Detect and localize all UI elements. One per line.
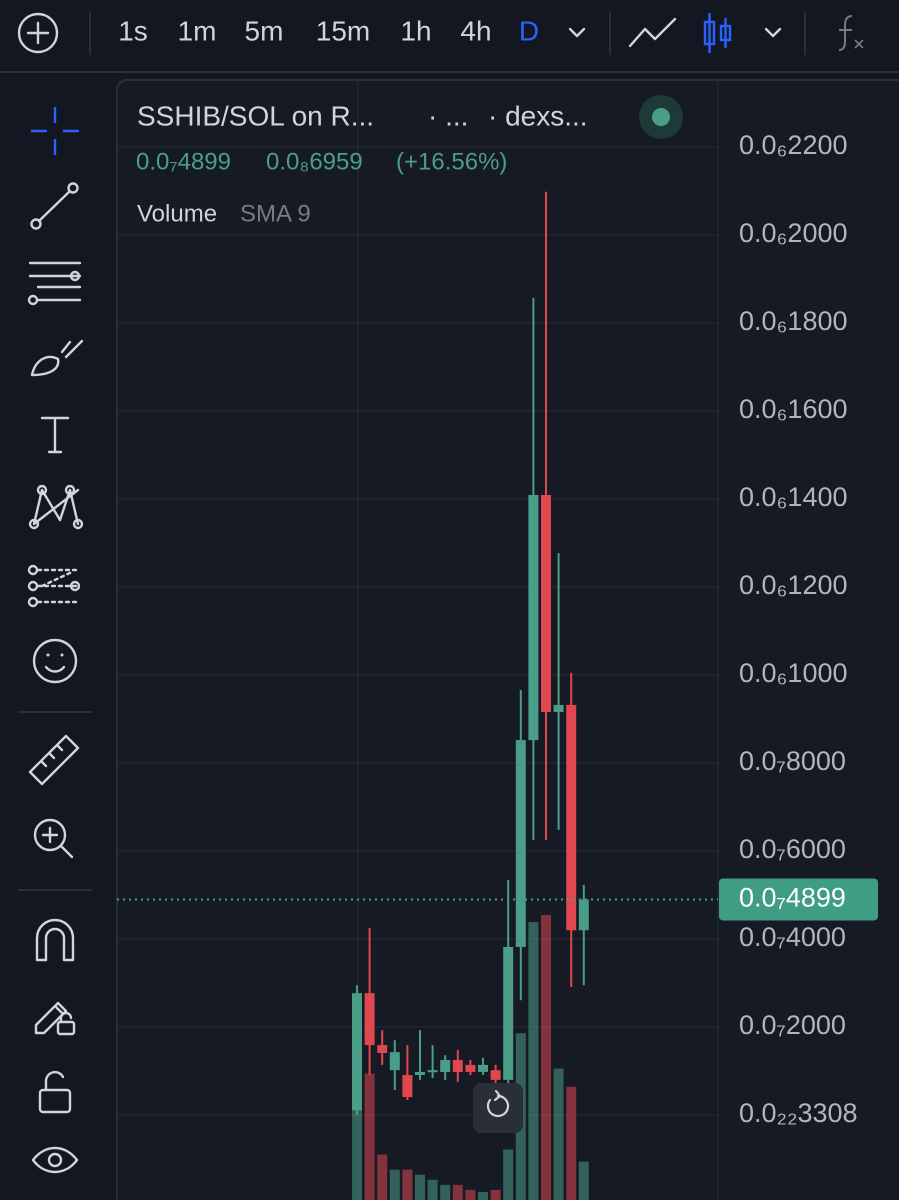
volume-bar [490,1189,501,1200]
indicators-button[interactable] [838,15,864,51]
interval-button[interactable]: 1h [400,15,431,46]
source: · dexs... [488,100,588,131]
volume-bar [389,1169,400,1200]
chart-panel [116,79,899,1200]
lines-tool[interactable] [27,261,82,306]
lock-tool[interactable] [38,1070,72,1114]
pattern-tool[interactable] [28,484,84,530]
volume-bar [377,1154,388,1200]
y-tick-label: 0.0₆2200 [739,130,848,160]
exchange: · ... [428,100,468,131]
last-price-box [719,878,878,921]
zoom-tool[interactable] [33,818,74,859]
volume-bar [541,915,551,1200]
forecast-tool[interactable] [27,564,82,608]
candle-body [566,704,577,931]
interval-button[interactable]: 4h [460,15,491,46]
volume-bar [503,1149,514,1200]
change-value: 0.0₈6959 [266,148,363,175]
y-tick-label: 0.0₆1000 [739,658,848,688]
change-percent: (+16.56%) [396,148,507,175]
candle-body [352,993,362,1111]
volume-bar [415,1174,425,1200]
volume-label[interactable]: Volume [137,200,217,227]
ruler-tool[interactable] [28,734,80,786]
price-axis: 0.0₆2200 0.0₆2000 0.0₆1800 0.0₆1600 0.0₆1400… [719,130,878,1128]
candle-body [528,494,539,741]
y-tick-label: 0.0₆1800 [739,306,848,336]
sma-label: SMA 9 [240,200,311,227]
text-tool[interactable] [40,416,70,454]
interval-button[interactable]: D [519,15,539,46]
candle-body [427,1070,438,1073]
crosshair-tool[interactable] [31,107,79,155]
y-tick-label: 0.0₇6000 [739,834,846,864]
candle-body [490,1070,501,1080]
volume-bar [402,1169,413,1200]
candle-body [478,1064,488,1072]
candle-body [503,946,514,1080]
y-tick-label: 0.0₂₂3308 [739,1098,858,1128]
magnet-tool[interactable] [35,918,75,962]
volume-bar [452,1184,463,1200]
reset-button[interactable] [473,1083,523,1133]
interval-button[interactable]: 15m [316,15,370,46]
lock-drawings-tool[interactable] [34,1001,76,1036]
emoji-tool[interactable] [32,638,78,684]
volume-bar [440,1184,451,1200]
interval-bar: 1s 1m 5m 15m 1h 4h D [118,15,539,46]
visibility-tool[interactable] [31,1146,79,1174]
y-tick-label: 0.0₆2000 [739,218,848,248]
candle-body [465,1064,476,1072]
volume-bar [364,1073,375,1200]
line-chart-button[interactable] [628,17,677,48]
volume-bar [427,1179,438,1200]
y-tick-label: 0.0₇2000 [739,1010,846,1040]
y-tick-label: 0.0₇8000 [739,746,846,776]
candle-body [440,1060,451,1072]
candle-chart-button[interactable] [703,13,732,53]
add-button[interactable] [17,12,59,54]
volume-bar [465,1189,476,1200]
volume-bar [352,1109,362,1200]
ohlc-line: 0.0₇4899 0.0₈6959 (+16.56%) [136,148,507,175]
trendline-tool[interactable] [30,182,79,230]
candle-body [578,899,589,931]
grid [117,146,718,1116]
volume-bar [553,1068,564,1200]
last-value: 0.0₇4899 [136,148,231,175]
candle-body [402,1075,413,1098]
last-price-label: 0.0₇4899 [739,883,846,913]
candle-body [452,1060,463,1072]
symbol[interactable]: SSHIB/SOL on R... [137,100,374,131]
candle-body [553,704,564,712]
volume-bar [566,1086,577,1200]
interval-dropdown[interactable] [568,27,586,38]
candle-body [389,1052,400,1071]
volume-bar [478,1191,488,1200]
interval-button[interactable]: 1s [118,15,148,46]
candle-body [364,993,375,1046]
interval-button[interactable]: 1m [178,15,217,46]
candle-body [415,1071,425,1076]
legend-header: SSHIB/SOL on R... · ... · dexs... [137,100,588,131]
y-tick-label: 0.0₆1600 [739,394,848,424]
candle-body [377,1045,388,1054]
candle-body [541,494,551,712]
market-status[interactable] [639,95,683,139]
chart-type-dropdown[interactable] [764,27,782,38]
interval-button[interactable]: 5m [245,15,284,46]
y-tick-label: 0.0₆1400 [739,482,848,512]
volume-bar [528,922,539,1200]
y-tick-label: 0.0₆1200 [739,570,848,600]
candle-body [515,740,526,947]
brush-tool[interactable] [30,339,84,377]
volume-bar [578,1161,589,1200]
y-tick-label: 0.0₇4000 [739,922,846,952]
